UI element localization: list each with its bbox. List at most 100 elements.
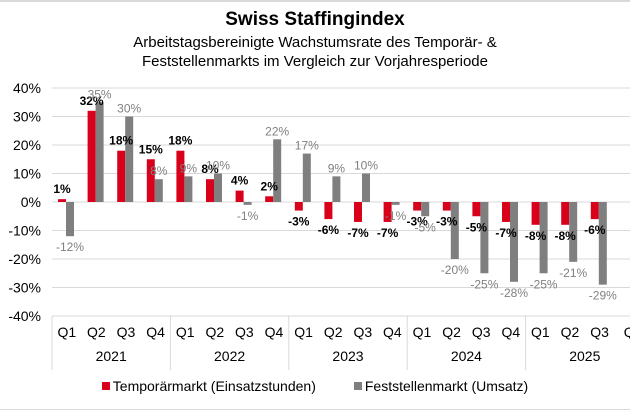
bar-temporaermarkt xyxy=(235,190,244,202)
x-quarter-label: Q2 xyxy=(324,324,343,340)
data-label-feststellenmarkt: 10% xyxy=(354,159,378,173)
data-label-temporaermarkt: 18% xyxy=(109,134,133,148)
x-quarter-label: Q3 xyxy=(117,324,136,340)
bar-feststellenmarkt xyxy=(332,176,341,202)
x-quarter-label: Q4 xyxy=(501,324,520,340)
y-tick-label: 40% xyxy=(13,80,41,96)
bar-temporaermarkt xyxy=(176,150,185,202)
y-tick-label: 20% xyxy=(13,137,41,153)
data-label-feststellenmarkt: 8% xyxy=(150,164,168,178)
data-label-temporaermarkt: -5% xyxy=(466,220,488,234)
bar-feststellenmarkt xyxy=(421,202,430,217)
x-quarter-label: Q3 xyxy=(472,324,491,340)
x-year-label: 2021 xyxy=(96,348,127,364)
x-quarter-label: Q3 xyxy=(590,324,609,340)
legend-label-feststellenmarkt: Feststellenmarkt (Umsatz) xyxy=(364,378,529,394)
x-quarter-label: Q3 xyxy=(235,324,254,340)
bar-feststellenmarkt xyxy=(184,176,193,202)
bar-temporaermarkt xyxy=(146,159,155,202)
data-label-temporaermarkt: -8% xyxy=(525,229,547,243)
x-quarter-label: Q2 xyxy=(561,324,580,340)
bar-feststellenmarkt xyxy=(510,202,518,282)
legend-item-feststellenmarkt: Feststellenmarkt (Umsatz) xyxy=(353,378,529,394)
data-label-feststellenmarkt: 9% xyxy=(328,161,346,175)
data-label-temporaermarkt: 8% xyxy=(201,162,219,176)
bar-temporaermarkt xyxy=(442,202,451,211)
bar-feststellenmarkt xyxy=(302,153,311,202)
bar-temporaermarkt xyxy=(294,202,303,211)
x-quarter-label: Q4 xyxy=(383,324,402,340)
x-quarter-label: Q2 xyxy=(442,324,461,340)
bar-temporaermarkt xyxy=(590,202,599,220)
x-year-label: 2022 xyxy=(214,348,245,364)
bar-temporaermarkt xyxy=(413,202,422,211)
bar-feststellenmarkt xyxy=(391,202,400,205)
bar-temporaermarkt xyxy=(561,202,570,225)
data-label-feststellenmarkt: -25% xyxy=(470,277,498,291)
bar-temporaermarkt xyxy=(531,202,540,225)
y-tick-label: -30% xyxy=(8,280,41,296)
legend-swatch-gray xyxy=(353,382,362,390)
chart-frame-bottom xyxy=(0,409,630,410)
y-tick-label: -20% xyxy=(8,251,41,267)
data-label-temporaermarkt: -6% xyxy=(584,223,606,237)
bar-feststellenmarkt xyxy=(539,202,548,274)
bar-feststellenmarkt xyxy=(362,173,370,202)
bar-temporaermarkt xyxy=(502,202,510,222)
data-label-temporaermarkt: -7% xyxy=(495,226,517,240)
bar-temporaermarkt xyxy=(383,202,392,222)
x-year-label: 2024 xyxy=(451,348,482,364)
x-quarter-label: Q1 xyxy=(176,324,195,340)
data-label-feststellenmarkt: 10% xyxy=(206,159,230,173)
bar-temporaermarkt xyxy=(58,199,66,202)
y-tick-label: -40% xyxy=(8,308,41,324)
y-tick-label: -10% xyxy=(8,223,41,239)
x-year-label: 2023 xyxy=(332,348,363,364)
bar-feststellenmarkt xyxy=(243,202,252,205)
data-label-temporaermarkt: -7% xyxy=(377,226,399,240)
bar-temporaermarkt xyxy=(87,110,96,202)
bar-feststellenmarkt xyxy=(480,202,489,274)
x-quarter-label: Q1 xyxy=(413,324,432,340)
legend-item-temporaermarkt: Temporärmarkt (Einsatzstunden) xyxy=(101,378,316,394)
data-label-feststellenmarkt: -28% xyxy=(500,286,528,300)
data-label-temporaermarkt: 1% xyxy=(53,182,71,196)
x-quarter-label: Q1 xyxy=(294,324,313,340)
x-quarter-label: Q xyxy=(624,324,630,340)
data-label-feststellenmarkt: -21% xyxy=(559,266,587,280)
data-label-feststellenmarkt: -5% xyxy=(415,220,437,234)
bar-feststellenmarkt xyxy=(214,173,222,202)
data-label-temporaermarkt: -7% xyxy=(347,226,369,240)
bar-feststellenmarkt xyxy=(598,202,607,285)
y-tick-label: 10% xyxy=(13,166,41,182)
data-label-feststellenmarkt: -1% xyxy=(385,209,407,223)
bar-temporaermarkt xyxy=(117,150,126,202)
bar-temporaermarkt xyxy=(265,196,274,202)
legend: Temporärmarkt (Einsatzstunden) Feststell… xyxy=(0,378,630,394)
data-label-temporaermarkt: 15% xyxy=(139,142,163,156)
bar-feststellenmarkt xyxy=(450,202,459,259)
data-label-feststellenmarkt: -12% xyxy=(56,240,84,254)
x-quarter-label: Q4 xyxy=(146,324,165,340)
bar-feststellenmarkt xyxy=(273,139,282,202)
y-tick-label: 0% xyxy=(21,194,41,210)
data-label-feststellenmarkt: -1% xyxy=(237,209,259,223)
subtitle-line-1: Arbeitstagsbereinigte Wachstumsrate des … xyxy=(133,34,497,51)
x-quarter-label: Q3 xyxy=(353,324,372,340)
data-label-temporaermarkt: -8% xyxy=(555,229,577,243)
data-label-temporaermarkt: 18% xyxy=(168,134,192,148)
bar-temporaermarkt xyxy=(324,202,333,220)
chart-frame-top xyxy=(0,0,630,2)
subtitle-line-2: Feststellenmarkts im Vergleich zur Vorja… xyxy=(142,53,488,70)
bar-feststellenmarkt xyxy=(154,179,163,202)
legend-swatch-red xyxy=(101,382,110,390)
x-quarter-label: Q4 xyxy=(265,324,284,340)
data-label-feststellenmarkt: 17% xyxy=(295,139,319,153)
data-label-temporaermarkt: 32% xyxy=(80,94,104,108)
data-label-temporaermarkt: 4% xyxy=(231,174,249,188)
bar-feststellenmarkt xyxy=(66,202,74,237)
data-label-feststellenmarkt: -20% xyxy=(441,263,469,277)
bar-feststellenmarkt xyxy=(95,102,104,202)
data-label-feststellenmarkt: -25% xyxy=(530,277,558,291)
